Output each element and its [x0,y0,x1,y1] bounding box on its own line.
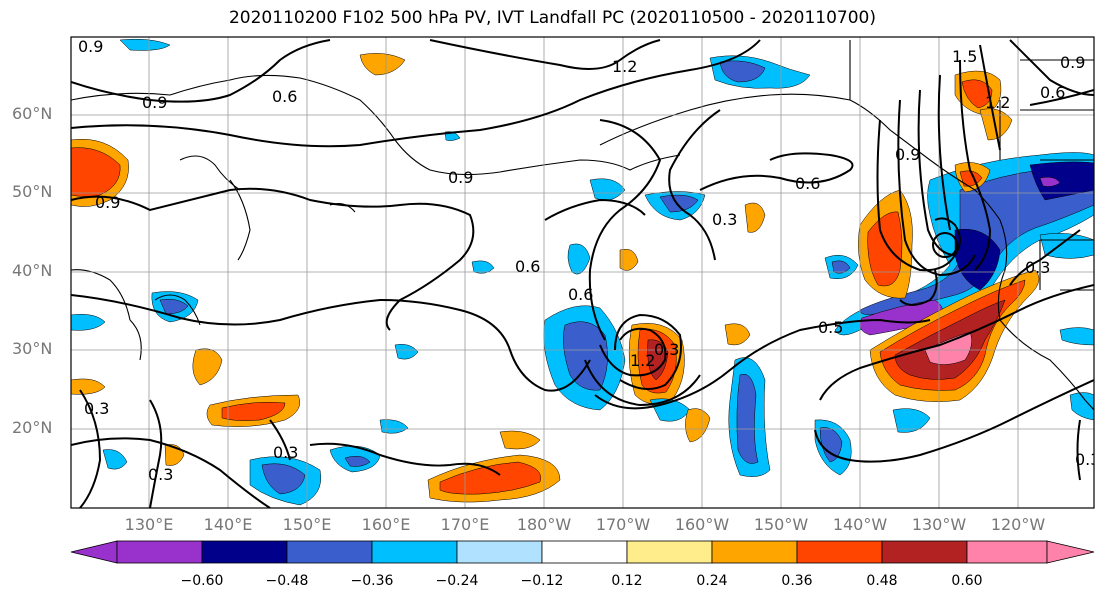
colorbar-tick-label: 0.60 [951,573,983,589]
colorbar-segment [711,540,798,564]
contour-label: 0.6 [795,174,820,193]
shading-layer [71,38,1094,506]
colorbar-tick-label: −0.12 [520,573,564,589]
colorbar-segment [1046,540,1095,564]
colorbar-segment [286,540,373,564]
lon-label: 160°E [361,515,411,534]
contour-labels: 0.9 0.9 0.6 1.2 0.9 0.9 0.6 0.3 0.6 0.6 … [78,37,1100,484]
contour-label: 1.5 [952,47,977,66]
colorbar-tick-label: −0.24 [435,573,479,589]
contour-label: 0.5 [818,318,843,337]
lon-label: 120°W [990,515,1046,534]
contour-label: 0.6 [515,257,540,276]
lon-label: 140°W [832,515,888,534]
colorbar-segment [881,540,968,564]
contour-label: 0.3 [712,210,737,229]
contour-label: 0.9 [1060,53,1085,72]
contour-label: 1.2 [612,57,637,76]
map-background [71,37,1094,508]
contour-label: 0.3 [1025,258,1050,277]
lon-label: 180°W [516,515,572,534]
contour-label: 0.6 [568,285,593,304]
contour-label: 0.3 [1075,450,1100,469]
contour-label: 0.9 [78,37,103,56]
colorbar-segment [116,540,203,564]
colorbar-segment [626,540,713,564]
contour-label: 0.3 [84,399,109,418]
contour-label: 0.9 [895,145,920,164]
map-frame [70,36,1095,509]
colorbar-segment [966,540,1048,564]
lat-label: 60°N [12,104,53,123]
contour-label: 0.3 [273,443,298,462]
colorbar-segment [201,540,288,564]
contour-label: 0.9 [95,193,120,212]
lon-label: 150°E [282,515,332,534]
lat-label: 20°N [12,418,53,437]
contour-label: 0.3 [148,465,173,484]
colorbar-tick-label: −0.36 [350,573,394,589]
lat-label: 40°N [12,261,53,280]
lat-label: 30°N [12,339,53,358]
contour-label: 0.9 [448,168,473,187]
lon-label: 150°W [753,515,809,534]
contour-label: 0.6 [1040,83,1065,102]
colorbar [70,540,1095,564]
lon-label: 130°E [124,515,174,534]
lon-label: 170°E [440,515,490,534]
colorbar-segment [371,540,458,564]
lat-label: 50°N [12,182,53,201]
colorbar-tick-label: −0.48 [265,573,309,589]
contour-label: 1.2 [630,351,655,370]
colorbar-segment [541,540,628,564]
colorbar-segment [70,540,118,564]
contour-label: 0.9 [142,93,167,112]
colorbar-tick-label: 0.48 [866,573,898,589]
contour-label: 0.6 [272,87,297,106]
lon-label: 170°W [595,515,651,534]
colorbar-tick-label: 0.36 [781,573,813,589]
lon-label: 160°W [674,515,730,534]
colorbar-tick-label: 0.12 [611,573,643,589]
colorbar-tick-label: 0.24 [696,573,728,589]
contour-label: 0.3 [654,340,679,359]
ivt-contours [71,39,1094,508]
contour-label: 1.2 [985,93,1010,112]
map-title: 2020110200 F102 500 hPa PV, IVT Landfall… [228,8,876,28]
colorbar-segment [456,540,543,564]
colorbar-segment [796,540,883,564]
colorbar-tick-label: −0.60 [180,573,224,589]
lon-label: 130°W [911,515,967,534]
lon-label: 140°E [203,515,253,534]
